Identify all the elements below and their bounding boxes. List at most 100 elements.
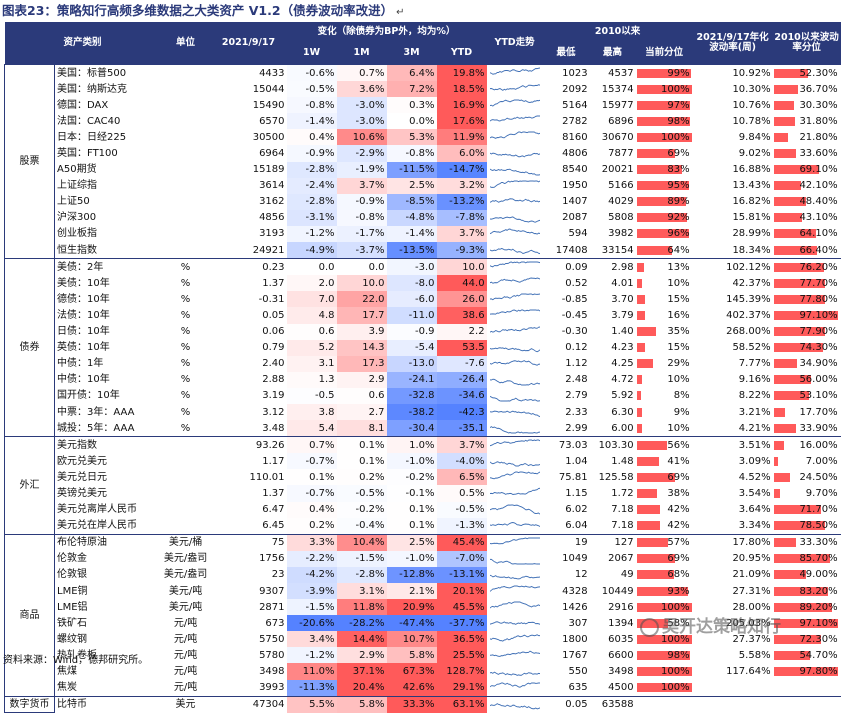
volatility-percentile-fill [773,327,825,337]
header-max: 最高 [589,42,636,65]
change-w1: -1.4% [286,113,337,130]
current-percentile-fill [636,84,692,94]
volatility-percentile-fill [773,68,809,78]
change-m1: 0.1% [336,436,387,454]
table-row: 伦敦金 美元/盎司 1756 -2.2% -1.5% -1.0% -7.0% 1049 2067… [5,550,841,567]
current-percentile: 42% [635,518,693,535]
asset-name: LME铝 [57,601,88,613]
ytd-sparkline [487,340,543,356]
current-value: 2.88 [262,374,285,386]
change-m1: 22.0 [336,291,387,308]
volatility-percentile: 7.00% [772,453,841,469]
trend-sparkline-icon [489,537,540,545]
current-percentile: 56% [635,436,693,454]
ytd-sparkline [487,291,543,307]
since2010-max: 127 [589,533,636,551]
current-percentile-bar: 99% [635,66,693,80]
volatility-percentile: 31.80% [772,113,841,129]
current-percentile-text: 100% [660,83,690,95]
asset-unit: 元/吨 [173,682,198,694]
volatility-percentile-fill [773,472,790,482]
volatility-percentile-fill [773,634,822,644]
since2010-min: 1049 [562,553,588,565]
change-ytd: 25.5% [436,647,487,664]
current-percentile-bar: 100% [635,130,693,144]
volatility-percentile-bar: 69.10% [772,163,841,177]
since2010-min: 2092 [562,83,588,95]
ytd-sparkline [487,162,543,178]
trend-sparkline-icon [489,248,540,255]
volatility-percentile: 30.30% [772,97,841,113]
change-m3: -12.8% [386,566,437,583]
change-w1: 0.4% [286,501,337,518]
trend-sparkline-icon [489,471,540,480]
change-w1: -2.8% [286,161,337,178]
asset-name: 法债：10年 [57,309,110,321]
current-percentile: 15% [635,340,693,356]
table-row: LME铝 美元/吨 2871 -1.5% 11.8% 20.9% 45.5% 1426 2916… [5,599,841,616]
change-w1: -11.3% [286,679,337,697]
asset-unit [161,194,211,210]
current-percentile-bar: 89% [635,195,693,209]
change-m3: -13.0 [386,355,437,372]
trend-sparkline-icon [489,426,540,434]
current-percentile-bar: 69% [635,470,693,484]
annualized-volatility: 145.39% [726,293,771,305]
annualized-volatility: 17.80% [692,533,773,551]
current-percentile: 10% [635,372,693,388]
volatility-percentile: 77.70% [772,275,841,291]
volatility-percentile-text: 33.60% [799,148,838,160]
annualized-volatility: 3.54% [738,487,771,499]
volatility-percentile-text: 33.30% [799,537,838,549]
ytd-sparkline [487,226,543,242]
change-m1: -1.7% [336,225,387,243]
volatility-percentile-fill [773,505,821,515]
volatility-percentile-bar: 72.30% [772,632,841,646]
current-percentile-text: 100% [660,601,690,613]
volatility-percentile-fill [773,602,833,612]
current-percentile-fill [636,100,690,110]
volatility-percentile-bar: 83.20% [772,584,841,598]
asset-unit [161,210,211,226]
volatility-percentile-text: 97.10% [799,617,838,629]
ytd-sparkline [487,567,543,583]
ytd-sparkline [487,615,543,631]
volatility-percentile-text: 77.80% [799,293,838,305]
current-percentile: 29% [635,356,693,372]
table-row: 英债：10年% 0.79 5.2 14.3 -5.4 53.5 0.12 4.23 15% 58.… [5,339,841,356]
volatility-percentile-fill [773,213,803,223]
volatility-percentile: 71.70% [772,502,841,518]
current-value: 3993 [259,682,285,694]
volatility-percentile-fill [773,423,796,433]
current-percentile-text: 92% [667,212,690,224]
volatility-percentile-text: 49.00% [799,569,838,581]
since2010-min: 17408 [555,244,588,256]
current-percentile-bar: 97% [635,98,693,112]
since2010-min: 19 [542,533,590,551]
asset-unit: % [180,358,191,370]
current-percentile-bar: 69% [635,147,693,161]
header-3m: 3M [386,42,437,65]
trend-sparkline-icon [489,131,540,140]
volatility-percentile-fill [773,456,779,466]
volatility-percentile-bar: 36.70% [772,82,841,96]
since2010-max: 30670 [601,131,634,143]
volatility-percentile-bar: 31.80% [772,114,841,128]
since2010-max: 7.18 [611,504,634,516]
asset-unit: 元/吨 [173,617,198,629]
annualized-volatility: 4.52% [738,471,771,483]
volatility-percentile-fill [773,407,786,417]
asset-unit [161,469,211,485]
current-percentile-fill [636,423,643,433]
change-ytd: -4.0% [436,453,487,470]
annualized-volatility: 402.37% [726,309,771,321]
trend-sparkline-icon [489,461,540,467]
change-w1: -4.2% [286,566,337,583]
volatility-percentile-fill [773,618,838,628]
volatility-percentile: 64.10% [772,226,841,242]
current-percentile-bar: 57% [635,536,693,550]
since2010-max: 5.92 [611,390,634,402]
current-percentile-fill [636,310,646,320]
current-percentile: 9% [635,404,693,420]
change-ytd: 17.6% [436,113,487,130]
